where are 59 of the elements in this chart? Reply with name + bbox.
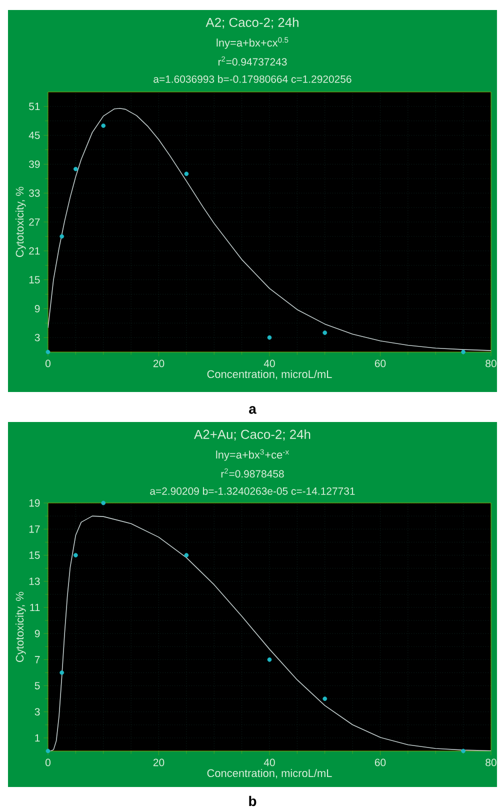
- y-tick-label: 1: [35, 734, 40, 742]
- point: [184, 553, 189, 558]
- x-tick-label: 0: [45, 758, 50, 766]
- x-axis-title: Concentration, microL/mL: [207, 769, 332, 778]
- y-tick-label: 15: [29, 552, 40, 559]
- point: [267, 657, 272, 662]
- y-tick-label: 51: [29, 102, 40, 110]
- x-tick-label: 60: [374, 758, 386, 766]
- text: r$^{2}$=0.94737243: [218, 56, 287, 66]
- y-tick-label: 19: [29, 499, 40, 507]
- point: [73, 166, 78, 172]
- y-tick-label: 13: [29, 578, 40, 586]
- x-tick-label: 20: [153, 360, 164, 368]
- y-tick-label: 33: [28, 189, 40, 197]
- point: [461, 748, 466, 754]
- point: [101, 500, 106, 506]
- x-tick-label: 80: [486, 360, 496, 368]
- x-tick-label: 60: [374, 360, 386, 368]
- y-tick-label: 39: [28, 160, 40, 168]
- text: a=1.6036993 b=-0.17980664 c=1.2920256: [154, 75, 352, 83]
- y-tick-label: 21: [29, 247, 40, 255]
- point: [461, 350, 466, 354]
- x-tick-label: 0: [45, 360, 50, 368]
- chart-subtitle: lny=a+bx$^{3}$+ce$^{-x}$: [216, 449, 289, 461]
- point: [322, 696, 328, 701]
- text: b: [249, 796, 256, 806]
- x-tick-label: 40: [264, 758, 275, 766]
- y-tick-label: 3: [34, 334, 40, 342]
- point: [322, 330, 328, 335]
- point: [60, 670, 64, 675]
- chart-title: A2; Caco-2; 24h: [206, 17, 298, 29]
- point: [60, 234, 64, 239]
- y-tick-label: 7: [34, 656, 40, 664]
- y-tick-label: 17: [29, 526, 40, 533]
- x-tick-label: 80: [486, 758, 496, 766]
- x-axis-title: Concentration, microL/mL: [207, 370, 332, 380]
- y-tick-label: 9: [34, 304, 40, 312]
- text: a: [249, 406, 256, 414]
- y-tick-label: 45: [28, 132, 40, 139]
- point: [73, 553, 78, 558]
- point: [184, 172, 189, 176]
- text: r$^{2}$=0.9878458: [221, 468, 284, 478]
- text: a=2.90209 b=-1.3240263e-05 c=-14.127731: [150, 487, 355, 495]
- y-tick-label: 15: [29, 276, 40, 284]
- x-tick-label: 20: [153, 758, 164, 766]
- y-tick-label: 27: [29, 218, 40, 226]
- y-tick-label: 11: [30, 604, 40, 612]
- point: [46, 748, 50, 754]
- y-tick-label: 5: [34, 682, 40, 690]
- y-tick-label: 9: [34, 630, 40, 638]
- chart-subtitle: lny=a+bx+cx$^{0.5}$: [216, 37, 288, 49]
- point: [267, 335, 272, 340]
- y-axis-title: Cytotoxicity, %: [16, 592, 26, 662]
- y-tick-label: 3: [34, 708, 40, 716]
- chart-title: A2+Au; Caco-2; 24h: [194, 429, 310, 441]
- x-tick-label: 40: [264, 360, 275, 368]
- point: [46, 350, 50, 354]
- y-axis-title: Cytotoxicity, %: [16, 186, 26, 257]
- point: [101, 124, 106, 128]
